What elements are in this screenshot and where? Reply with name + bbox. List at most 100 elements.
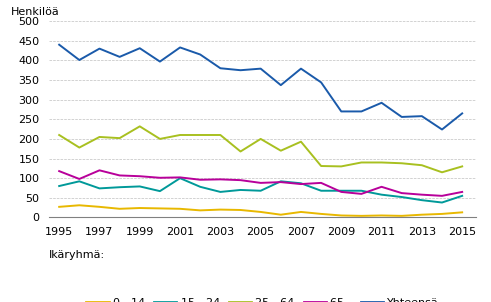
- Yhteensä: [218, 66, 223, 70]
- Yhteensä: [197, 53, 203, 56]
- 0 - 14: [197, 209, 203, 212]
- 25 - 64: [177, 133, 183, 137]
- Yhteensä: [117, 55, 123, 59]
- 15 - 24: [419, 198, 425, 202]
- 15 - 24: [77, 179, 82, 183]
- 65 -: [379, 185, 384, 189]
- 25 - 64: [338, 165, 344, 168]
- 0 - 14: [399, 214, 405, 218]
- Yhteensä: [97, 47, 103, 50]
- 0 - 14: [379, 214, 384, 217]
- Yhteensä: [419, 114, 425, 118]
- 0 - 14: [157, 207, 163, 210]
- 65 -: [56, 169, 62, 173]
- 0 - 14: [117, 207, 123, 210]
- 0 - 14: [278, 213, 284, 217]
- 0 - 14: [177, 207, 183, 210]
- 0 - 14: [439, 212, 445, 216]
- 15 - 24: [439, 201, 445, 204]
- 15 - 24: [358, 189, 364, 193]
- 65 -: [157, 176, 163, 180]
- 15 - 24: [379, 193, 384, 197]
- 65 -: [218, 178, 223, 181]
- 15 - 24: [338, 189, 344, 193]
- 25 - 64: [97, 135, 103, 139]
- Yhteensä: [77, 58, 82, 62]
- 0 - 14: [56, 205, 62, 209]
- 15 - 24: [318, 189, 324, 193]
- 25 - 64: [459, 165, 465, 168]
- 65 -: [439, 194, 445, 198]
- Yhteensä: [338, 110, 344, 113]
- Line: 15 - 24: 15 - 24: [59, 178, 462, 203]
- 15 - 24: [298, 182, 304, 185]
- Yhteensä: [399, 115, 405, 119]
- 15 - 24: [56, 184, 62, 188]
- Legend: 0 - 14, 15 - 24, 25 - 64, 65 -, Yhteensä: 0 - 14, 15 - 24, 25 - 64, 65 -, Yhteensä: [86, 297, 439, 302]
- 15 - 24: [197, 185, 203, 189]
- 65 -: [97, 169, 103, 172]
- 0 - 14: [318, 212, 324, 216]
- 65 -: [177, 175, 183, 179]
- 15 - 24: [399, 195, 405, 199]
- Line: 65 -: 65 -: [59, 170, 462, 196]
- 25 - 64: [77, 146, 82, 149]
- Yhteensä: [459, 112, 465, 115]
- 0 - 14: [338, 214, 344, 217]
- 25 - 64: [379, 161, 384, 164]
- Line: Yhteensä: Yhteensä: [59, 45, 462, 130]
- Yhteensä: [439, 128, 445, 131]
- 25 - 64: [298, 140, 304, 143]
- 65 -: [419, 193, 425, 197]
- Yhteensä: [379, 101, 384, 104]
- 25 - 64: [399, 162, 405, 165]
- 25 - 64: [318, 164, 324, 168]
- 0 - 14: [459, 210, 465, 214]
- 0 - 14: [97, 205, 103, 209]
- 25 - 64: [238, 150, 244, 153]
- 65 -: [318, 181, 324, 185]
- 15 - 24: [459, 194, 465, 198]
- 65 -: [137, 175, 143, 178]
- 15 - 24: [278, 179, 284, 183]
- Yhteensä: [318, 81, 324, 84]
- Yhteensä: [298, 67, 304, 70]
- 0 - 14: [258, 210, 264, 214]
- 15 - 24: [218, 190, 223, 194]
- Yhteensä: [177, 46, 183, 49]
- Yhteensä: [238, 69, 244, 72]
- 15 - 24: [137, 185, 143, 188]
- Line: 25 - 64: 25 - 64: [59, 126, 462, 172]
- Yhteensä: [157, 60, 163, 63]
- Yhteensä: [258, 67, 264, 70]
- Line: 0 - 14: 0 - 14: [59, 205, 462, 216]
- 0 - 14: [419, 213, 425, 217]
- 0 - 14: [77, 204, 82, 207]
- 15 - 24: [97, 187, 103, 190]
- Yhteensä: [358, 110, 364, 113]
- 65 -: [77, 177, 82, 181]
- Yhteensä: [278, 83, 284, 87]
- 65 -: [197, 178, 203, 182]
- Yhteensä: [56, 43, 62, 47]
- 65 -: [358, 192, 364, 196]
- 25 - 64: [197, 133, 203, 137]
- 65 -: [399, 191, 405, 195]
- 65 -: [117, 174, 123, 177]
- 65 -: [238, 178, 244, 182]
- 25 - 64: [218, 133, 223, 137]
- 65 -: [338, 190, 344, 194]
- 25 - 64: [137, 124, 143, 128]
- 65 -: [278, 180, 284, 184]
- 25 - 64: [157, 137, 163, 141]
- 0 - 14: [137, 206, 143, 210]
- 0 - 14: [238, 208, 244, 212]
- 25 - 64: [439, 170, 445, 174]
- 15 - 24: [258, 189, 264, 193]
- 15 - 24: [238, 188, 244, 192]
- 15 - 24: [157, 189, 163, 193]
- Yhteensä: [137, 47, 143, 50]
- 15 - 24: [117, 185, 123, 189]
- 25 - 64: [419, 163, 425, 167]
- Text: Henkilöä: Henkilöä: [11, 7, 59, 17]
